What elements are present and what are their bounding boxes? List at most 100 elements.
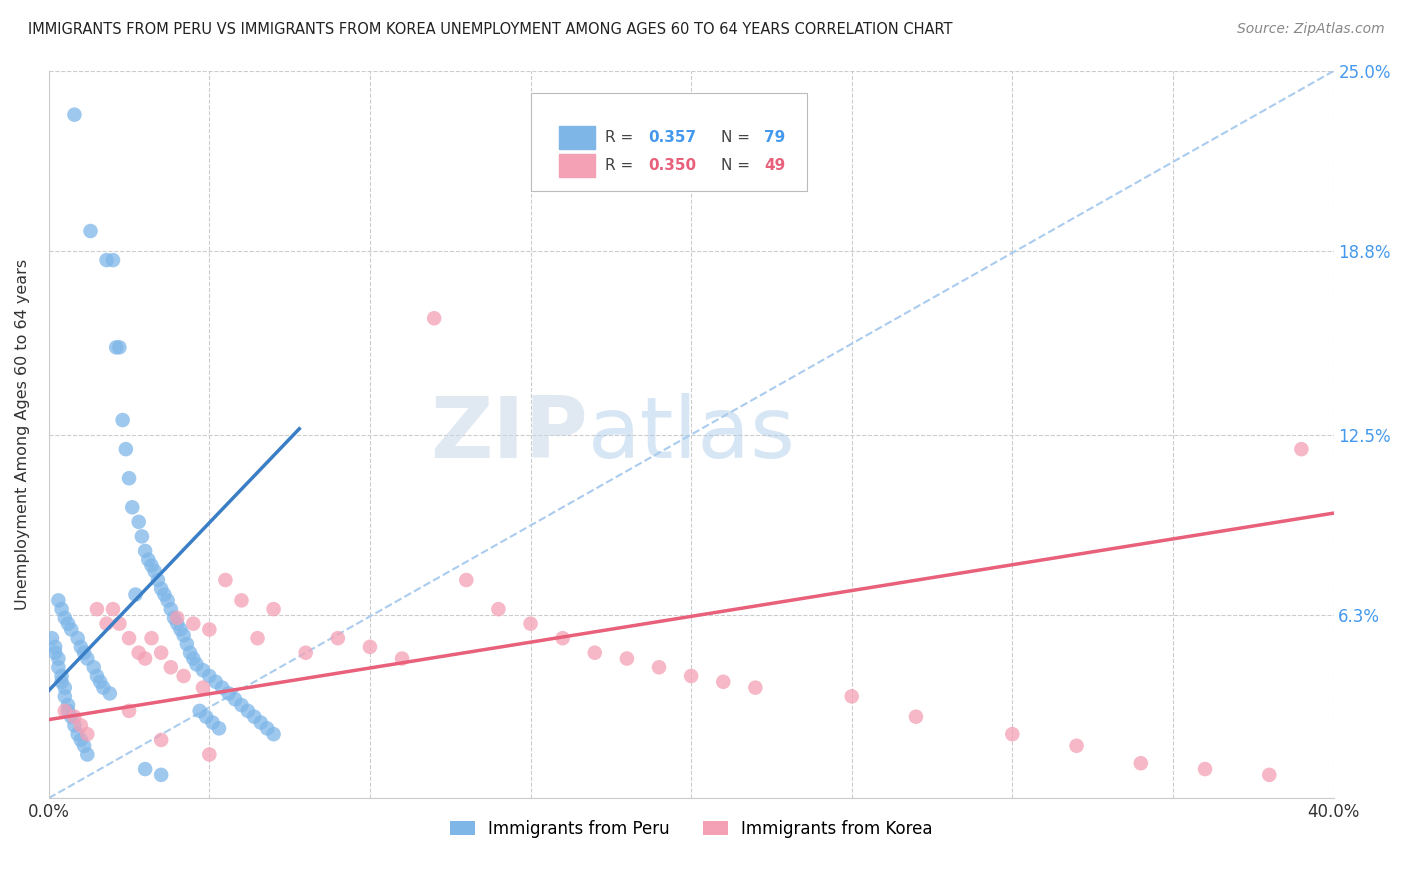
Point [60, 709, 83, 723]
Text: 49: 49 [765, 158, 786, 173]
Point [63, 108, 86, 122]
Point [108, 340, 131, 354]
Point [128, 646, 150, 660]
Point [519, 616, 541, 631]
Text: Source: ZipAtlas.com: Source: ZipAtlas.com [1237, 22, 1385, 37]
Point [191, 681, 214, 695]
Point [51, 669, 73, 683]
Point [121, 500, 143, 515]
Point [128, 515, 150, 529]
Point [159, 602, 181, 616]
Point [186, 657, 208, 672]
Point [53, 681, 76, 695]
Point [73, 739, 96, 753]
Point [201, 715, 224, 730]
Point [486, 602, 509, 616]
Point [841, 690, 863, 704]
Text: R =: R = [605, 158, 638, 173]
Point [70, 733, 93, 747]
Point [214, 573, 236, 587]
Text: R =: R = [605, 130, 638, 145]
Point [89, 674, 111, 689]
Point [181, 616, 204, 631]
Point [76, 651, 98, 665]
Point [359, 640, 381, 654]
Point [163, 611, 186, 625]
Point [118, 471, 141, 485]
Point [141, 558, 163, 573]
Point [1258, 768, 1281, 782]
Legend: Immigrants from Peru, Immigrants from Korea: Immigrants from Peru, Immigrants from Ko… [443, 813, 939, 845]
FancyBboxPatch shape [530, 93, 807, 191]
Point [1066, 739, 1088, 753]
Point [208, 722, 231, 736]
Point [51, 674, 73, 689]
Text: ZIP: ZIP [430, 393, 588, 476]
Point [70, 640, 93, 654]
Point [681, 669, 703, 683]
Point [73, 646, 96, 660]
Point [456, 573, 478, 587]
Point [204, 674, 226, 689]
Point [83, 660, 105, 674]
Point [181, 651, 204, 665]
Point [231, 593, 253, 607]
Point [76, 727, 98, 741]
Point [79, 224, 101, 238]
Point [173, 628, 195, 642]
Point [48, 593, 70, 607]
Point [173, 669, 195, 683]
Point [131, 529, 153, 543]
Point [211, 681, 233, 695]
Point [711, 674, 734, 689]
Point [146, 573, 169, 587]
Point [551, 631, 574, 645]
Point [159, 660, 181, 674]
Point [96, 616, 118, 631]
Point [143, 564, 166, 578]
Point [86, 669, 108, 683]
Point [118, 631, 141, 645]
Point [66, 631, 89, 645]
Point [53, 611, 76, 625]
Text: 0.357: 0.357 [648, 130, 697, 145]
Point [423, 311, 446, 326]
Point [141, 631, 163, 645]
Point [56, 698, 79, 712]
Point [191, 663, 214, 677]
Point [114, 442, 136, 457]
Point [616, 651, 638, 665]
Point [66, 727, 89, 741]
Point [70, 718, 93, 732]
Point [1001, 727, 1024, 741]
Point [150, 646, 173, 660]
Point [150, 768, 173, 782]
Point [150, 582, 173, 596]
Point [744, 681, 766, 695]
Point [134, 651, 156, 665]
Point [93, 681, 115, 695]
Point [326, 631, 349, 645]
Point [134, 544, 156, 558]
Bar [558, 154, 595, 177]
Y-axis label: Unemployment Among Ages 60 to 64 years: Unemployment Among Ages 60 to 64 years [15, 259, 30, 610]
Point [263, 602, 285, 616]
Point [44, 640, 66, 654]
Point [166, 611, 188, 625]
Point [218, 686, 240, 700]
Point [153, 588, 176, 602]
Text: IMMIGRANTS FROM PERU VS IMMIGRANTS FROM KOREA UNEMPLOYMENT AMONG AGES 60 TO 64 Y: IMMIGRANTS FROM PERU VS IMMIGRANTS FROM … [28, 22, 953, 37]
Point [101, 602, 124, 616]
Point [904, 709, 927, 723]
Point [150, 733, 173, 747]
Text: atlas: atlas [588, 393, 796, 476]
Point [98, 686, 121, 700]
Point [198, 747, 221, 762]
Point [134, 762, 156, 776]
Point [1194, 762, 1216, 776]
Point [101, 253, 124, 268]
Point [583, 646, 606, 660]
Point [76, 747, 98, 762]
Text: 79: 79 [765, 130, 786, 145]
Point [198, 669, 221, 683]
